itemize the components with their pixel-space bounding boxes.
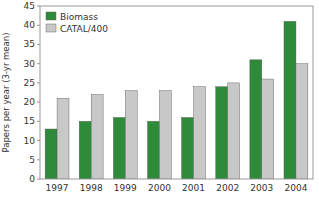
y-tick-label: 40	[24, 20, 36, 30]
x-tick-label: 2003	[250, 183, 273, 193]
bar	[296, 64, 308, 179]
bar	[228, 83, 240, 179]
y-tick	[37, 140, 40, 141]
legend-label: Biomass	[60, 12, 98, 22]
bar	[79, 121, 91, 179]
bar	[194, 87, 206, 179]
y-tick-label: 30	[24, 59, 36, 69]
y-tick-label: 45	[24, 1, 35, 11]
y-tick	[37, 121, 40, 122]
y-tick	[37, 6, 40, 7]
x-tick-label: 2000	[148, 183, 171, 193]
bar	[159, 91, 171, 179]
y-tick-label: 10	[24, 136, 36, 146]
legend-swatch	[46, 12, 56, 20]
y-tick-label: 5	[29, 155, 35, 165]
y-tick	[37, 44, 40, 45]
bar	[250, 60, 262, 179]
y-tick	[37, 179, 40, 180]
y-tick	[37, 82, 40, 83]
bar	[57, 98, 69, 179]
bar	[262, 79, 274, 179]
legend-label: CATAL/400	[60, 24, 108, 34]
bar	[147, 121, 159, 179]
legend-swatch	[46, 24, 56, 32]
y-tick-label: 20	[24, 97, 36, 107]
y-tick	[37, 159, 40, 160]
bar	[216, 87, 228, 179]
y-tick-label: 25	[24, 78, 35, 88]
y-axis-label: Papers per year (3-yr mean)	[1, 33, 11, 153]
y-tick	[37, 63, 40, 64]
bar	[125, 91, 137, 179]
x-tick-label: 1997	[46, 183, 69, 193]
bars	[45, 21, 308, 179]
plot-frame	[40, 6, 313, 179]
chart: 0 5 10 15 20 25 30 35 40 45 1997 1998 1999 2000 2001 20…	[0, 0, 319, 197]
legend: Biomass CATAL/400	[46, 12, 108, 34]
y-tick	[37, 25, 40, 26]
x-tick-label: 2004	[284, 183, 307, 193]
y-tick	[37, 102, 40, 103]
y-tick-label: 35	[24, 39, 35, 49]
bar	[91, 94, 103, 179]
bar	[113, 117, 125, 179]
bar	[284, 21, 296, 179]
x-tick-label: 2001	[182, 183, 205, 193]
y-tick-label: 15	[24, 116, 35, 126]
bar	[45, 129, 57, 179]
bar	[182, 117, 194, 179]
x-tick-label: 2002	[216, 183, 239, 193]
x-tick-label: 1999	[114, 183, 137, 193]
y-tick-label: 0	[29, 174, 35, 184]
x-tick-label: 1998	[80, 183, 103, 193]
